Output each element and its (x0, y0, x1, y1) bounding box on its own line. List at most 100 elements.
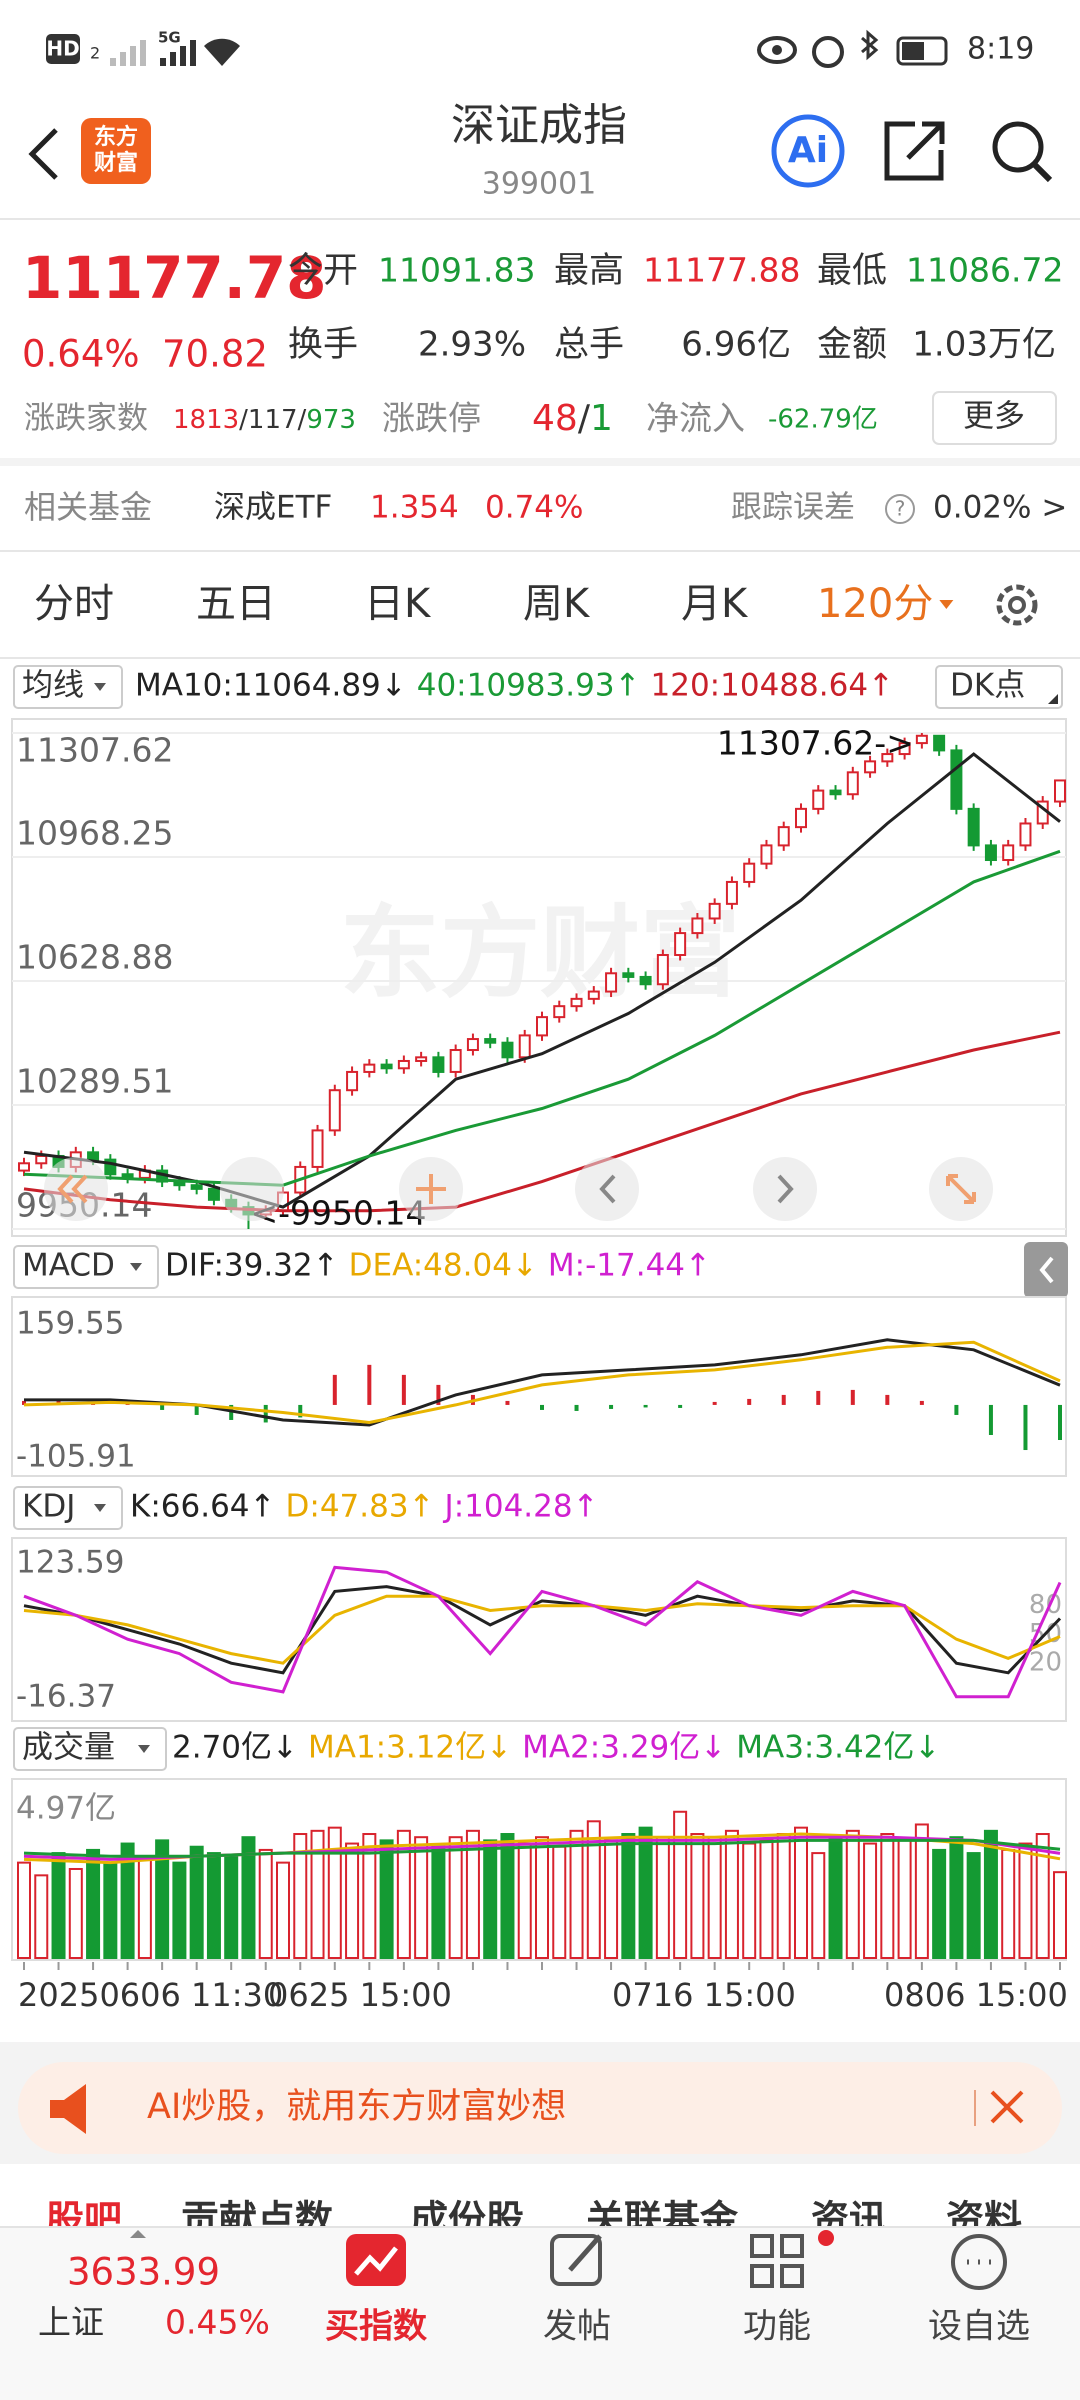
volume-bar (638, 1826, 653, 1960)
volume-bar (206, 1852, 221, 1960)
macd-bar (1058, 1404, 1062, 1441)
candle-body (397, 1059, 410, 1070)
volume-bar (966, 1852, 981, 1960)
breadth-flat: /117/ (239, 405, 306, 435)
help-icon[interactable] (885, 494, 915, 524)
more-button[interactable] (932, 391, 1057, 445)
nav-item[interactable]: 买指数 (325, 2307, 427, 2347)
status-bar: HD 2 5G 8:19 (46, 29, 1034, 68)
macd-bar (747, 1398, 752, 1405)
dropdown-arrow (130, 1263, 142, 1271)
period-tab[interactable]: 120分 (817, 581, 933, 627)
volume-bar (759, 1839, 774, 1960)
indicator-select[interactable] (13, 1727, 167, 1771)
candle-body (812, 789, 825, 810)
volume-bar (1018, 1842, 1033, 1960)
nav-item[interactable]: 设自选 (928, 2307, 1030, 2347)
period-tab[interactable]: 日K (364, 581, 432, 627)
candle-body (639, 975, 652, 986)
index-pct: 0.45% (165, 2303, 270, 2342)
x-label: 0806 15:00 (884, 1976, 1068, 2014)
volume-bar (293, 1833, 308, 1960)
candle-body (518, 1034, 531, 1059)
battery (896, 36, 948, 66)
ai-text: Ai (788, 130, 828, 171)
wifi (204, 38, 240, 66)
macd-bar (988, 1404, 993, 1435)
dk-button[interactable] (935, 665, 1063, 709)
candle-body (674, 932, 687, 957)
volume-bar (103, 1861, 118, 1960)
stat-label: 金额 (817, 325, 887, 365)
volume-bar (1053, 1871, 1067, 1960)
breadth-value: 1813/117/973 (173, 405, 356, 435)
y-tick-label: 10968.25 (16, 814, 173, 853)
back-button[interactable] (28, 128, 58, 180)
stat-label: 最低 (817, 251, 887, 291)
banner-close[interactable] (990, 2090, 1024, 2124)
volume-bar (811, 1852, 826, 1960)
search-button[interactable] (992, 121, 1044, 173)
settings-button[interactable] (996, 584, 1038, 626)
candle-body (846, 771, 859, 796)
macd-bar (850, 1389, 855, 1405)
eye-pupil (772, 45, 782, 55)
volume-bar (379, 1839, 394, 1960)
y-tick-label: 159.55 (16, 1306, 124, 1342)
hd-badge (46, 34, 80, 64)
chart-control[interactable] (575, 1157, 639, 1221)
candle-body (190, 1184, 203, 1190)
stat-value: 11086.72 (906, 251, 1063, 290)
candle-body (87, 1151, 100, 1161)
legend-entry: 40:10983.93↑ (417, 668, 641, 704)
period-tab[interactable]: 五日 (196, 581, 276, 627)
y-tick-label: 10289.51 (16, 1062, 173, 1101)
divider (0, 458, 1080, 466)
charts: 均线 MA10:11064.89↓ 40:10983.93↑ 120:10488.64… (11, 665, 1068, 2014)
index-code: 399001 (482, 167, 597, 202)
ai-button[interactable] (771, 114, 845, 188)
legend-entry: MA2:3.29亿↓ (522, 1730, 726, 1766)
page-title: 深证成指 (451, 100, 627, 151)
volume-bar (189, 1845, 204, 1960)
fund-name[interactable]: 深成ETF (214, 490, 332, 526)
candle-body (691, 917, 704, 935)
volume-bar (517, 1842, 532, 1960)
eye-icon (757, 36, 797, 64)
period-tab[interactable]: 分时 (34, 581, 114, 627)
high-annotation: 11307.62-> (717, 724, 914, 763)
volume-bar (327, 1826, 342, 1960)
notify-dot (818, 2230, 834, 2246)
nav-item[interactable]: 发帖 (543, 2307, 611, 2347)
macd-bar (919, 1400, 924, 1405)
period-tab[interactable]: 周K (523, 581, 591, 627)
indicator-select[interactable] (13, 665, 123, 709)
volume-bar (241, 1836, 256, 1960)
volume-bar (949, 1836, 964, 1960)
divider (0, 657, 1080, 659)
volume-bar (569, 1829, 584, 1960)
chart-control[interactable] (753, 1157, 817, 1221)
plot-frame (11, 1778, 1067, 1961)
period-tab[interactable]: 月K (681, 581, 749, 627)
volume-bar (1035, 1833, 1050, 1960)
stat-label: 今开 (288, 251, 358, 291)
indicator-select[interactable] (13, 1245, 159, 1289)
macd-bar (505, 1400, 510, 1405)
post-pen (568, 2234, 602, 2272)
divider (0, 550, 1080, 552)
macd-bar (263, 1404, 268, 1423)
collapse-tab[interactable] (1024, 1242, 1068, 1298)
indicator-select[interactable] (13, 1486, 123, 1530)
candle-body (432, 1056, 445, 1073)
share-button[interactable] (884, 121, 945, 181)
indicator-line (23, 849, 1061, 1187)
nav-item[interactable]: 功能 (743, 2307, 811, 2347)
volume-bar (224, 1855, 239, 1960)
limit-down: 1 (590, 398, 613, 439)
chart-control[interactable] (220, 1157, 284, 1221)
candle-body (104, 1158, 117, 1176)
volume-bar (172, 1861, 187, 1960)
ai-banner[interactable] (18, 2062, 1062, 2154)
control-icon (777, 1174, 794, 1204)
